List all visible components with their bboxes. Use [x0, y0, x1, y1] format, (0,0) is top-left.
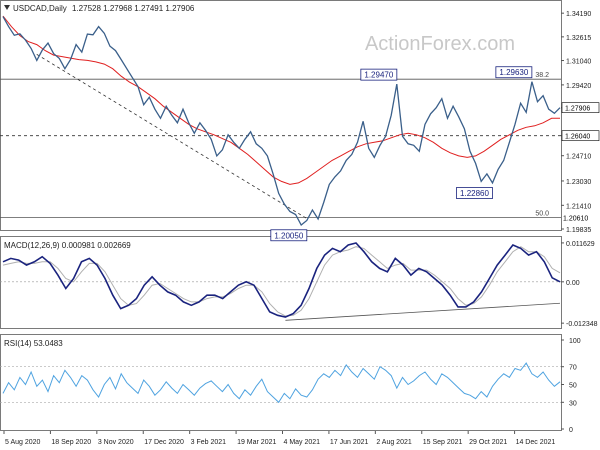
- dropdown-icon: [4, 5, 10, 10]
- rsi-tick-label: 50: [569, 383, 577, 390]
- x-tick-label: 2 Aug 2021: [376, 439, 412, 446]
- fib-50-price-label: 1.20610: [563, 215, 588, 222]
- price-tick-label: 1.21410: [566, 203, 591, 210]
- x-tick-label: 19 Mar 2021: [237, 439, 276, 446]
- x-tick-label: 29 Oct 2021: [469, 439, 507, 446]
- price-tick-label: 1.19835: [566, 227, 591, 234]
- current-price-label: 1.27906: [565, 106, 590, 113]
- macd-line: [2, 242, 561, 318]
- support-price-box: [561, 130, 600, 142]
- x-tick-label: 15 Sep 2021: [423, 439, 463, 446]
- ohlc-values: 1.27528 1.27968 1.27491 1.27906: [72, 4, 195, 13]
- price-header: USDCAD,Daily 1.27528 1.27968 1.27491 1.2…: [4, 4, 195, 13]
- price-annotation-box: [456, 187, 493, 199]
- price-tick-label: 1.32615: [566, 35, 591, 42]
- price-annotation-box: [495, 66, 533, 79]
- price-axis: 1.34190 1.32615 1.31040 1.29420 1.27906 1.260…: [561, 11, 600, 234]
- support-price-label: 1.26040: [565, 134, 590, 141]
- current-price-box: [561, 102, 600, 113]
- price-tick-label: 1.24710: [566, 154, 591, 161]
- moving-average-line: [2, 15, 560, 185]
- macd-tick-label: 0.00: [566, 280, 580, 287]
- x-tick-label: 17 Jun 2021: [330, 439, 369, 446]
- macd-tick-label: -0.012348: [566, 321, 598, 328]
- rsi-tick-label: 30: [569, 400, 577, 407]
- rsi-label: RSI(14) 53.0483: [4, 339, 63, 348]
- price-annotation: 1.29470: [364, 71, 393, 80]
- price-line: [2, 16, 561, 226]
- x-tick-label: 5 Aug 2020: [5, 439, 41, 446]
- x-tick-label: 4 May 2021: [284, 439, 321, 446]
- symbol-label: USDCAD,Daily: [13, 4, 67, 13]
- macd-trendline: [285, 302, 561, 321]
- rsi-tick-label: 100: [569, 338, 581, 345]
- x-tick-label: 18 Sep 2020: [51, 439, 91, 446]
- price-tick-label: 1.29420: [566, 83, 591, 90]
- rsi-panel: [0, 334, 562, 431]
- x-tick-label: 3 Feb 2021: [191, 439, 227, 446]
- x-tick-label: 17 Dec 2020: [144, 439, 184, 446]
- rsi-tick-label: 0: [569, 427, 573, 434]
- price-tick-label: 1.34190: [566, 11, 591, 18]
- fib-label-382: 38.2: [535, 72, 549, 79]
- macd-label: MACD(12,26,9) 0.000981 0.002669: [4, 241, 131, 250]
- price-annotation-box: [360, 68, 398, 81]
- macd-tick-label: 0.011629: [566, 241, 595, 248]
- macd-series-layer: [0, 242, 561, 321]
- price-series-layer: 38.2 50.0 1.29470 1.29630 1.22860 1.20050: [0, 15, 561, 242]
- price-annotation: 1.29630: [499, 68, 528, 77]
- macd-axis: 0.011629 0.00 -0.012348: [561, 241, 598, 328]
- x-tick-label: 3 Nov 2020: [98, 439, 134, 446]
- x-tick-label: 14 Dec 2021: [516, 439, 556, 446]
- watermark: ActionForex.com: [365, 33, 515, 55]
- rsi-axis: 100 70 50 30 0: [561, 338, 581, 434]
- price-annotation-box: [270, 229, 308, 242]
- down-trendline: [36, 54, 308, 219]
- price-annotation: 1.20050: [274, 231, 303, 240]
- price-tick-label: 1.23030: [566, 179, 591, 186]
- rsi-tick-label: 70: [569, 365, 577, 372]
- price-tick-label: 1.31040: [566, 59, 591, 66]
- macd-panel: [0, 236, 562, 329]
- rsi-series-layer: [0, 362, 561, 404]
- price-annotation: 1.22860: [460, 189, 489, 198]
- x-axis: 5 Aug 2020 18 Sep 2020 3 Nov 2020 17 Dec 20…: [3, 431, 556, 446]
- rsi-line: [2, 362, 561, 404]
- fib-label-500: 50.0: [535, 210, 549, 217]
